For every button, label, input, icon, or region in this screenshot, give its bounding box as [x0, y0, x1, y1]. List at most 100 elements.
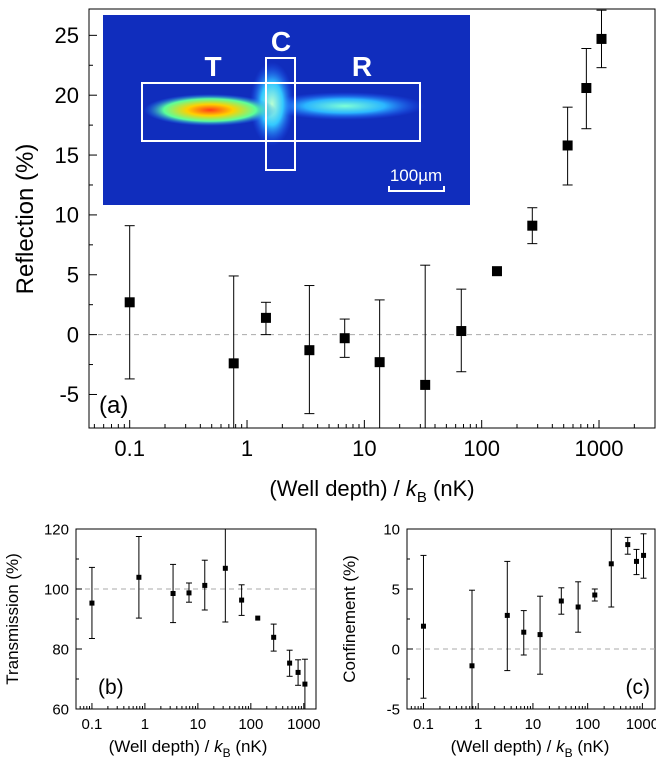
panel-b-data-point [135, 536, 142, 619]
panel-c-y-tick-label: 5 [392, 581, 400, 598]
panel-c-x-tick-label: 10 [525, 716, 542, 733]
panel-a-marker [339, 333, 350, 344]
panel-c-marker [608, 561, 614, 567]
inset-label-c: C [271, 26, 291, 57]
panel-a-marker [304, 345, 315, 356]
panel-c-data-point [624, 536, 631, 555]
panel-c-y-ticks: -5 0 5 10 [383, 521, 413, 718]
panel-a-marker [596, 33, 607, 44]
panel-c-x-tick-label: 0.1 [413, 716, 434, 733]
panel-a-label: (a) [99, 392, 128, 419]
panel-c-data-point [468, 589, 475, 709]
inset-absorption-image: T C R 100µm [103, 15, 470, 205]
panel-a-y-tick-label: 0 [67, 322, 79, 347]
panel-b-marker [186, 590, 192, 596]
panel-a-data-point [420, 264, 431, 428]
panel-b-data-point [185, 582, 192, 603]
panel-b-data-point [270, 623, 277, 652]
panel-a-data-point [304, 285, 315, 415]
panel-b-data-point [238, 584, 245, 616]
panel-c-data-point [640, 533, 647, 579]
panel-a-data-point [581, 48, 592, 130]
panel-b-y-tick-label: 120 [44, 521, 69, 538]
panel-b-data-point [222, 529, 229, 623]
panel-a-data-point [596, 9, 607, 69]
panel-a-ylabel: Reflection (%) [12, 144, 39, 295]
panel-c-x-ticks: 0.1 1 10 100 1000 [406, 703, 656, 733]
panel-b-marker [202, 582, 208, 588]
panel-c-data-point [520, 610, 527, 656]
panel-b-y-tick-label: 60 [52, 701, 69, 718]
panel-b-marker [255, 615, 261, 621]
panel-c-y-tick-label: 0 [392, 641, 400, 658]
panel-a-marker [374, 357, 385, 368]
panel-a-xlabel: (Well depth) / kB (nK) [269, 476, 474, 506]
panel-c-marker [521, 629, 527, 635]
panel-c-marker [625, 542, 631, 548]
panel-a-data-points [124, 9, 607, 428]
panel-b-data-point [88, 566, 95, 639]
panel-b-xlabel: (Well depth) / kB (nK) [109, 737, 268, 760]
panel-c-data-point [537, 595, 544, 675]
panel-b-data-point [301, 658, 308, 709]
panel-c-x-tick-label: 1000 [626, 716, 656, 733]
panel-c-data-point [633, 548, 640, 576]
panel-a-x-tick-label: 1 [241, 436, 253, 461]
panel-a-y-tick-label: 10 [55, 203, 79, 228]
panel-c-xlabel: (Well depth) / kB (nK) [451, 737, 610, 760]
panel-a-y-tick-label: 20 [55, 83, 79, 108]
inset-right-cloud [265, 92, 425, 120]
panel-a-marker [260, 312, 271, 323]
panel-c-frame [406, 528, 656, 710]
panel-a-frame [88, 8, 656, 429]
panel-a-data-point [491, 266, 502, 277]
panel-a-y-ticks: -5 0 5 10 15 20 25 [55, 23, 97, 407]
panel-a-x-tick-label: 100 [463, 436, 500, 461]
panel-c-marker [469, 663, 475, 669]
panel-a-x-tick-label: 1000 [575, 436, 624, 461]
panel-a-marker [228, 358, 239, 369]
panel-c-data-points [420, 529, 647, 709]
panel-c-marker [537, 632, 543, 638]
panel-b-data-point [286, 649, 293, 677]
panel-a-marker [527, 220, 538, 231]
panel-a-marker [420, 379, 431, 390]
panel-c-data-point [591, 588, 598, 602]
panel-b-x-tick-label: 1000 [287, 716, 320, 733]
panel-b-data-points [88, 529, 308, 709]
panel-b-data-point [170, 563, 177, 624]
inset-left-cloud [144, 94, 276, 126]
panel-a-marker [491, 266, 502, 277]
panel-c-marker [592, 592, 598, 598]
panel-b-data-point [255, 615, 261, 621]
panel-c-data-point [558, 587, 565, 615]
panel-b-y-tick-label: 80 [52, 641, 69, 658]
panel-b-y-tick-label: 100 [44, 581, 69, 598]
panel-b-marker [271, 634, 277, 640]
panel-c-marker [558, 598, 564, 604]
panel-c-y-tick-label: -5 [387, 701, 400, 718]
panel-a-data-point [527, 207, 538, 245]
panel-c-marker [633, 558, 639, 564]
panel-a-x-tick-label: 10 [352, 436, 376, 461]
panel-b-ylabel: Transmission (%) [3, 553, 22, 685]
panel-c-data-point [420, 554, 427, 699]
panel-c-marker [575, 604, 581, 610]
panel-b-data-point [201, 559, 208, 611]
panel-a-marker [581, 83, 592, 94]
panel-b-marker [287, 660, 293, 666]
panel-b-label: (b) [98, 676, 124, 699]
inset-label-r: R [352, 51, 372, 82]
panel-b-marker [302, 681, 308, 687]
panel-c-marker [641, 552, 647, 558]
panel-a-x-ticks: 0.1 1 10 100 1000 [93, 420, 656, 461]
panel-a-data-point [456, 288, 467, 373]
panel-c-x-tick-label: 1 [474, 716, 482, 733]
panel-b-marker [295, 669, 301, 675]
panel-c-label: (c) [626, 676, 651, 699]
panel-c-marker [420, 623, 426, 629]
panel-b-transmission: 0.1 1 10 100 1000 60 80 100 120 (b) Transmissio… [3, 521, 320, 760]
panel-b-x-tick-label: 1 [141, 716, 149, 733]
panel-a-data-point [339, 318, 350, 358]
